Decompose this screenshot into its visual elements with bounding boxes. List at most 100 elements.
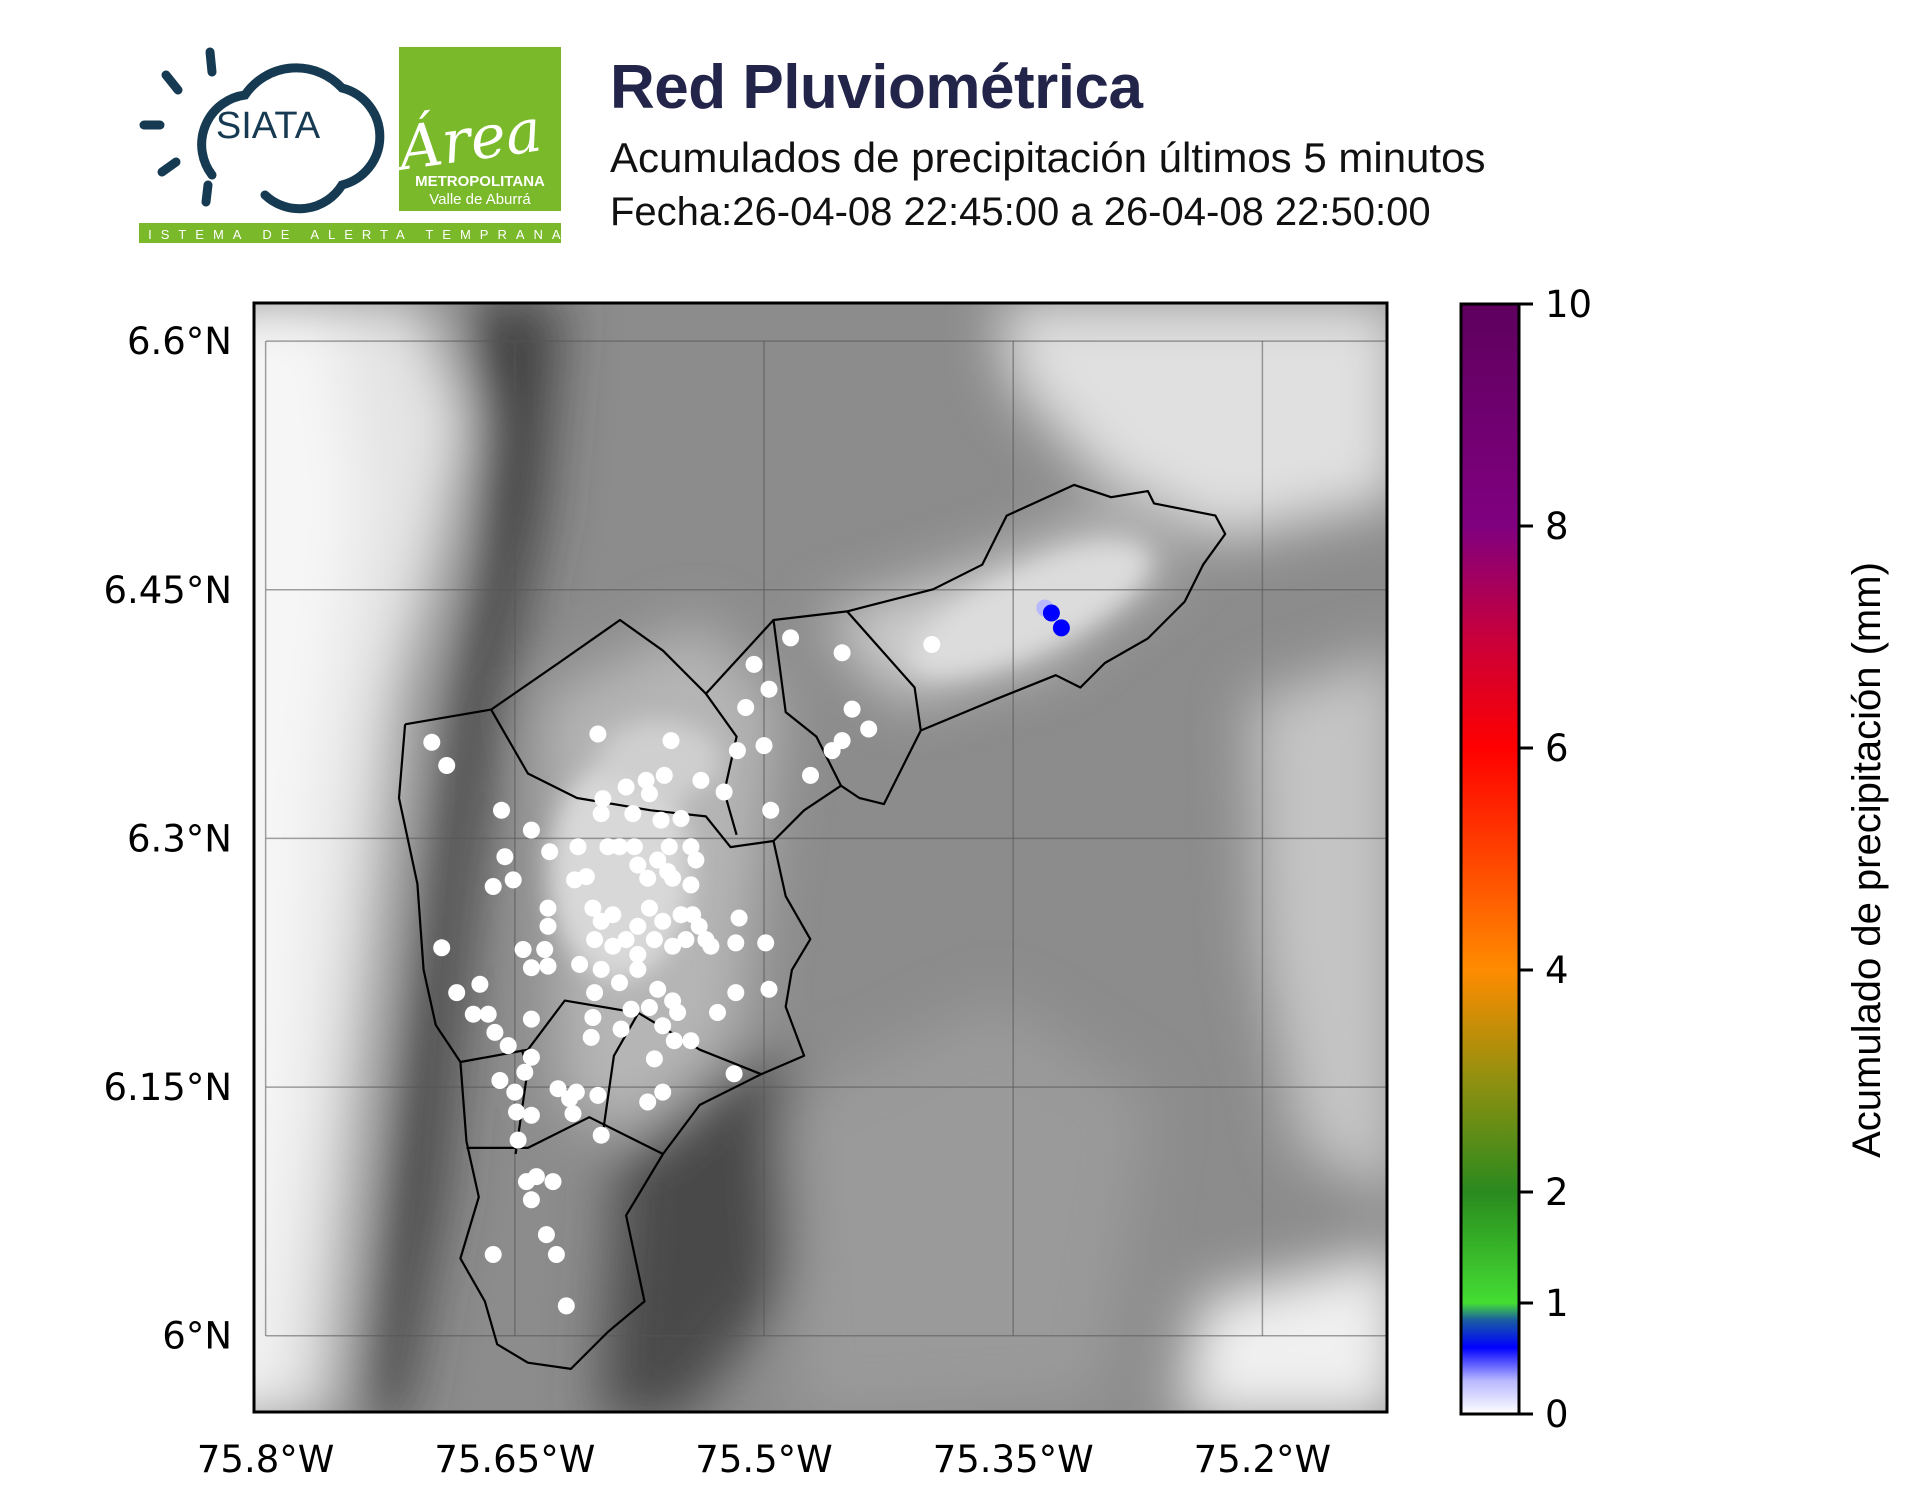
station-point[interactable] bbox=[539, 957, 557, 975]
station-point[interactable] bbox=[727, 934, 745, 952]
station-point[interactable] bbox=[702, 937, 720, 955]
station-point[interactable] bbox=[612, 1020, 630, 1038]
station-point[interactable] bbox=[709, 1004, 726, 1021]
station-point[interactable] bbox=[592, 1126, 610, 1144]
station-point[interactable] bbox=[617, 778, 635, 796]
station-point[interactable] bbox=[728, 742, 746, 760]
station-point[interactable] bbox=[639, 869, 657, 887]
station-point[interactable] bbox=[589, 725, 607, 743]
station-point[interactable] bbox=[622, 1000, 640, 1018]
station-point[interactable] bbox=[737, 699, 755, 716]
station-point[interactable] bbox=[484, 1246, 502, 1263]
station-point[interactable] bbox=[438, 757, 456, 774]
station-point[interactable] bbox=[592, 805, 610, 823]
station-point[interactable] bbox=[522, 1048, 540, 1066]
station-point[interactable] bbox=[611, 974, 628, 992]
station-point[interactable] bbox=[640, 785, 658, 803]
station-point[interactable] bbox=[544, 1173, 562, 1191]
station-point[interactable] bbox=[664, 869, 682, 887]
station-point[interactable] bbox=[654, 912, 672, 930]
station-point[interactable] bbox=[782, 629, 800, 647]
station-point[interactable] bbox=[491, 1072, 509, 1089]
station-point[interactable] bbox=[745, 655, 763, 673]
station-point[interactable] bbox=[760, 980, 778, 998]
station-point[interactable] bbox=[665, 1032, 683, 1050]
station-point[interactable] bbox=[682, 876, 700, 894]
station-point[interactable] bbox=[629, 960, 647, 978]
station-point[interactable] bbox=[629, 856, 647, 874]
station-point[interactable] bbox=[541, 843, 559, 861]
station-point[interactable] bbox=[567, 1083, 585, 1101]
station-point[interactable] bbox=[1042, 604, 1060, 622]
station-point[interactable] bbox=[569, 838, 587, 856]
station-point[interactable] bbox=[479, 1005, 497, 1023]
station-point[interactable] bbox=[760, 680, 778, 698]
station-point[interactable] bbox=[757, 934, 775, 952]
station-point[interactable] bbox=[654, 1083, 672, 1101]
station-point[interactable] bbox=[522, 1191, 540, 1209]
station-point[interactable] bbox=[584, 1009, 602, 1026]
station-point[interactable] bbox=[687, 851, 705, 869]
station-point[interactable] bbox=[645, 931, 663, 949]
station-point[interactable] bbox=[662, 732, 680, 750]
station-point[interactable] bbox=[637, 771, 655, 789]
station-point[interactable] bbox=[682, 1032, 700, 1050]
station-point[interactable] bbox=[509, 1131, 527, 1149]
station-point[interactable] bbox=[640, 899, 658, 917]
station-point[interactable] bbox=[504, 871, 522, 889]
station-point[interactable] bbox=[577, 868, 595, 886]
station-point[interactable] bbox=[522, 1106, 540, 1124]
station-point[interactable] bbox=[471, 975, 489, 993]
station-point[interactable] bbox=[522, 1010, 540, 1028]
station-point[interactable] bbox=[833, 644, 851, 662]
station-point[interactable] bbox=[664, 937, 682, 955]
station-point[interactable] bbox=[802, 766, 819, 784]
station-point[interactable] bbox=[669, 1004, 687, 1021]
station-point[interactable] bbox=[493, 801, 510, 819]
station-point[interactable] bbox=[727, 984, 745, 1002]
station-point[interactable] bbox=[654, 1017, 672, 1035]
station-point[interactable] bbox=[522, 821, 540, 839]
station-point[interactable] bbox=[682, 838, 700, 856]
station-point[interactable] bbox=[645, 1050, 663, 1068]
station-point[interactable] bbox=[639, 1093, 657, 1111]
station-point[interactable] bbox=[486, 1023, 504, 1041]
station-point[interactable] bbox=[625, 838, 643, 856]
station-point[interactable] bbox=[649, 851, 667, 869]
station-point[interactable] bbox=[677, 931, 695, 949]
station-point[interactable] bbox=[594, 790, 612, 808]
station-point[interactable] bbox=[692, 771, 710, 789]
station-point[interactable] bbox=[582, 1028, 600, 1046]
station-point[interactable] bbox=[629, 946, 647, 963]
station-point[interactable] bbox=[843, 700, 861, 718]
station-point[interactable] bbox=[823, 742, 841, 760]
station-point[interactable] bbox=[506, 1083, 524, 1101]
station-point[interactable] bbox=[537, 1226, 555, 1244]
station-point[interactable] bbox=[514, 941, 532, 958]
station-point[interactable] bbox=[547, 1246, 565, 1263]
station-point[interactable] bbox=[448, 984, 466, 1002]
station-point[interactable] bbox=[624, 805, 642, 823]
station-point[interactable] bbox=[649, 980, 667, 998]
station-point[interactable] bbox=[522, 959, 540, 977]
station-point[interactable] bbox=[536, 941, 554, 958]
station-point[interactable] bbox=[611, 838, 628, 856]
station-point[interactable] bbox=[508, 1103, 525, 1121]
station-point[interactable] bbox=[539, 917, 557, 935]
station-point[interactable] bbox=[715, 783, 733, 801]
station-point[interactable] bbox=[755, 737, 773, 755]
station-point[interactable] bbox=[423, 733, 441, 751]
station-point[interactable] bbox=[655, 766, 673, 784]
station-point[interactable] bbox=[589, 1086, 607, 1104]
station-point[interactable] bbox=[496, 848, 514, 866]
station-point[interactable] bbox=[586, 931, 604, 949]
station-point[interactable] bbox=[571, 955, 589, 973]
station-point[interactable] bbox=[860, 720, 878, 738]
station-point[interactable] bbox=[660, 838, 678, 856]
station-point[interactable] bbox=[557, 1297, 575, 1315]
station-point[interactable] bbox=[672, 810, 690, 827]
station-point[interactable] bbox=[592, 960, 610, 978]
station-point[interactable] bbox=[433, 939, 451, 957]
station-point[interactable] bbox=[652, 811, 670, 829]
station-point[interactable] bbox=[604, 937, 622, 955]
